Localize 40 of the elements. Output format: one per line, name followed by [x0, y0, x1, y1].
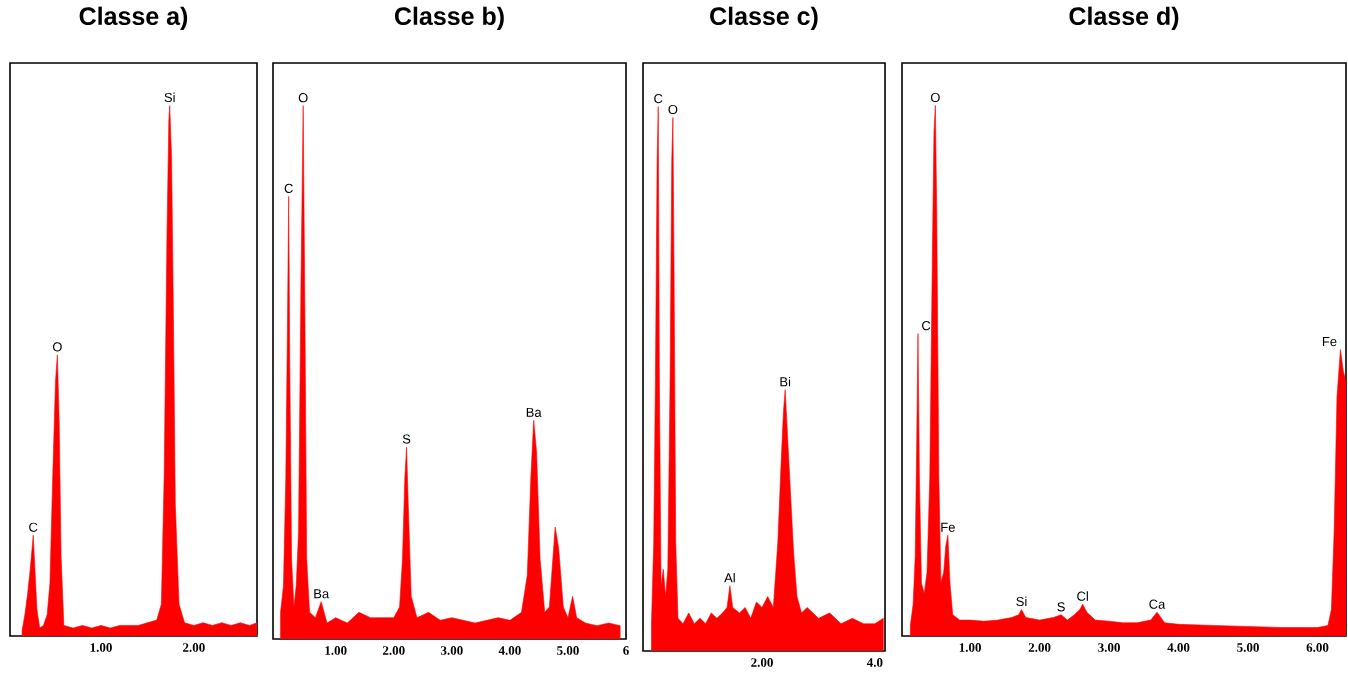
annotation: O: [668, 104, 678, 115]
x-tick-label: 1.00: [959, 643, 981, 652]
x-tick-label: 1.00: [90, 643, 112, 652]
x-tick-label: 3.00: [440, 646, 463, 655]
annotation: Al: [724, 572, 735, 583]
chart-title: Classe d): [1069, 6, 1179, 30]
x-tick-label: 5.00: [557, 646, 579, 655]
x-tick-label: 4.00: [498, 646, 521, 655]
annotation: O: [298, 93, 308, 103]
annotation: Ba: [314, 589, 330, 599]
chart-title: Classe b): [394, 6, 504, 30]
annotation: S: [1057, 602, 1065, 612]
annotation: Ca: [1149, 599, 1166, 609]
annotation: C: [284, 183, 293, 193]
annotation: O: [930, 92, 940, 103]
x-tick-label: 3.00: [1098, 643, 1120, 652]
x-tick-label: 2.00: [1028, 643, 1051, 652]
annotation: Ba: [526, 407, 542, 417]
annotation: Si: [1016, 596, 1027, 607]
annotation: Cl: [1077, 591, 1088, 601]
x-tick-label: 4.00: [1167, 643, 1190, 652]
annotation: C: [654, 93, 663, 104]
annotation: Bi: [780, 376, 791, 387]
x-tick-label: 4.0: [866, 658, 883, 667]
annotation: S: [402, 434, 411, 444]
annotation: Fe: [1322, 337, 1337, 347]
annotation: O: [52, 342, 62, 352]
x-tick-label: 6.00: [1306, 643, 1329, 652]
x-tick-label: 1.00: [325, 646, 347, 655]
annotation: C: [922, 321, 931, 331]
annotation: C: [29, 522, 38, 532]
x-tick-label: 5.00: [1237, 643, 1259, 652]
chart-title: Classe c): [710, 6, 818, 30]
x-tick-label: 6: [623, 646, 629, 655]
annotation: Si: [164, 92, 175, 103]
x-tick-label: 2.00: [751, 658, 773, 667]
chart-title: Classe a): [79, 6, 188, 30]
x-tick-label: 2.00: [183, 643, 205, 652]
x-tick-label: 2.00: [382, 646, 405, 655]
annotation: Fe: [941, 522, 955, 532]
